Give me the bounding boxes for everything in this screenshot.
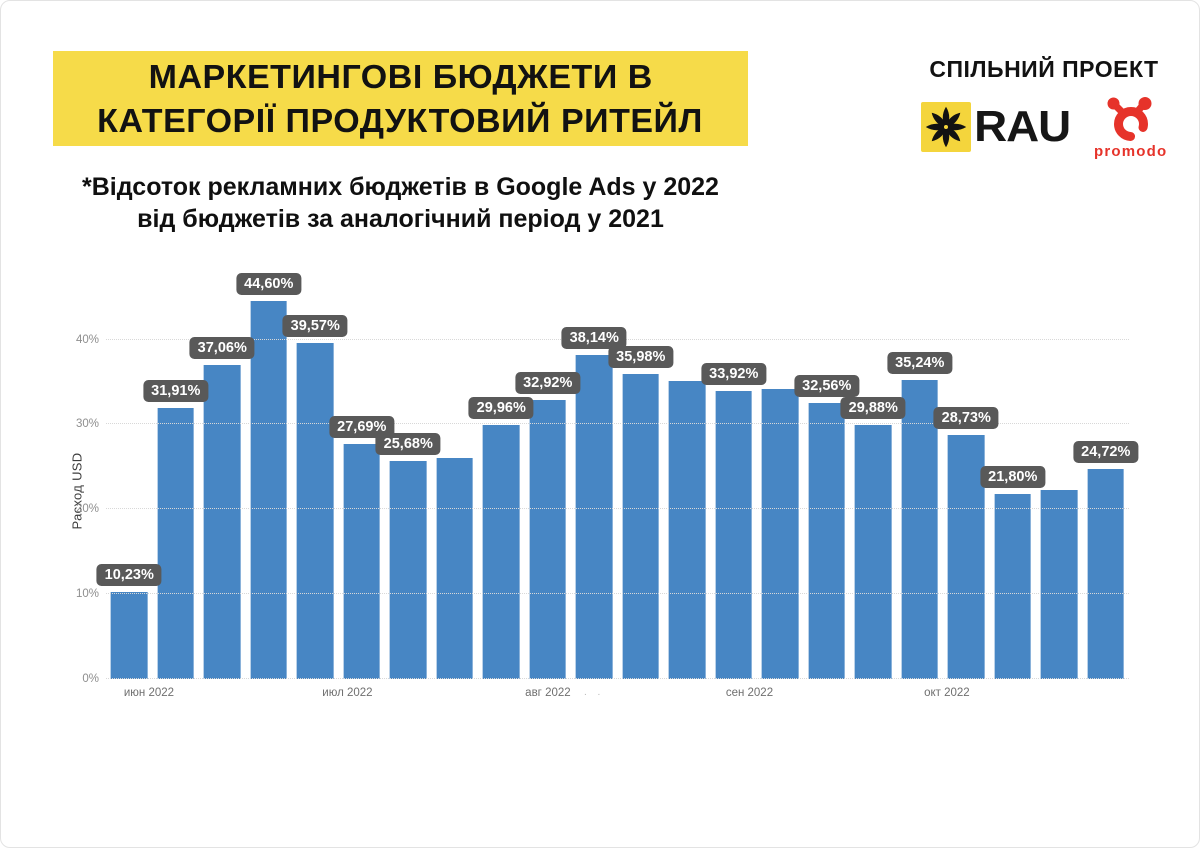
promodo-wordmark: promodo: [1093, 143, 1168, 160]
bar-slot: 27,69%: [329, 281, 395, 679]
bar-value-label: 33,92%: [701, 363, 767, 386]
page-title-line2: КАТЕГОРІЇ ПРОДУКТОВИЙ РИТЕЙЛ: [97, 101, 704, 139]
partners-block: СПІЛЬНИЙ ПРОЕКТ RAU: [913, 56, 1175, 160]
bar-slot: 31,91%: [143, 281, 209, 679]
page-title-line1: МАРКЕТИНГОВІ БЮДЖЕТИ В: [148, 57, 653, 95]
bar-slot: 38,14%: [561, 281, 627, 679]
bar-value-label: 32,56%: [794, 374, 860, 397]
bar-slot: 32,56%: [794, 281, 860, 679]
bar-slot: 35,98%: [608, 281, 674, 679]
bar-slot: 25,68%: [375, 281, 441, 679]
subtitle-line1: *Відсоток рекламних бюджетів в Google Ad…: [82, 173, 719, 201]
promodo-icon: [1107, 97, 1152, 141]
gridline: [106, 423, 1129, 425]
bar-slot: 24,72%: [1073, 281, 1139, 679]
bar-value-label: 31,91%: [143, 380, 209, 403]
bar: [901, 379, 939, 679]
bar: [250, 300, 288, 679]
x-tick-label: июл 2022: [322, 687, 373, 699]
bar-value-label: 35,98%: [608, 345, 674, 368]
rau-wordmark: RAU: [973, 102, 1071, 151]
bar-slot: 10,23%: [96, 281, 162, 679]
bar: [203, 364, 241, 679]
y-tick-label: 30%: [75, 418, 99, 431]
bar-value-label: 44,60%: [236, 272, 302, 295]
bar: [761, 388, 799, 679]
bar-value-label: 24,72%: [1073, 441, 1139, 464]
bar: [529, 399, 567, 679]
bar-slot: 21,80%: [980, 281, 1046, 679]
rau-logo: RAU: [920, 102, 1071, 152]
bar: [808, 402, 846, 679]
bar: [296, 343, 334, 679]
bar-slot: 28,73%: [933, 281, 999, 679]
rau-star-icon: [920, 102, 971, 152]
bar-slot: [664, 281, 711, 679]
bar-value-label: 39,57%: [282, 315, 348, 338]
bar-value-label: 32,92%: [515, 371, 581, 394]
bar-value-label: 28,73%: [933, 407, 999, 430]
x-tick-label: сен 2022: [725, 687, 774, 699]
bar: [389, 461, 427, 679]
partners-label: СПІЛЬНИЙ ПРОЕКТ: [929, 56, 1159, 82]
subtitle-line2: від бюджетів за аналогічний період у 202…: [137, 205, 664, 233]
bar: [436, 457, 474, 679]
bar: [110, 592, 148, 679]
bar: [668, 381, 706, 679]
chart-subtitle: *Відсоток рекламних бюджетів в Google Ad…: [53, 171, 748, 235]
bar-value-label: 27,69%: [329, 416, 395, 439]
bar-slot: 32,92%: [515, 281, 581, 679]
bar-value-label: 37,06%: [189, 336, 255, 359]
bar: [157, 408, 195, 679]
bar: [622, 373, 660, 679]
y-tick-label: 40%: [75, 333, 99, 346]
bar-value-label: 10,23%: [96, 564, 162, 587]
y-tick-label: 10%: [75, 588, 99, 601]
x-tick-label: июн 2022: [123, 687, 175, 699]
y-axis-title: Расход USD: [69, 452, 85, 530]
bar-value-label: 35,24%: [887, 351, 953, 374]
stray-dots: . .: [584, 687, 605, 698]
bar: [343, 444, 381, 679]
bar-slot: 29,96%: [468, 281, 534, 679]
plot-area: 10,23% 31,91% 37,06% 44,60% 39,57% 27,69% 25,6…: [76, 272, 1139, 699]
bar-slot: [432, 281, 479, 679]
gridline: [106, 678, 1129, 679]
bar-slot: 33,92%: [701, 281, 767, 679]
bar-value-label: 29,88%: [840, 397, 906, 420]
bar: [947, 435, 985, 679]
bar-slot: 37,06%: [189, 281, 255, 679]
bar-slot: 29,88%: [840, 281, 906, 679]
bar-value-label: 21,80%: [980, 466, 1046, 489]
bar-value-label: 29,96%: [468, 396, 534, 419]
bar: [1087, 469, 1125, 679]
bar: [854, 425, 892, 679]
bar-value-label: 25,68%: [375, 433, 441, 456]
bar-slot: 39,57%: [282, 281, 348, 679]
bar: [715, 391, 753, 679]
bar: [1040, 489, 1078, 679]
bar: [994, 494, 1032, 679]
gridline: [106, 593, 1129, 595]
x-tick-label: окт 2022: [924, 687, 970, 699]
gridline: [106, 508, 1129, 510]
bar-slot: 44,60%: [236, 272, 302, 679]
y-tick-label: 0%: [82, 673, 99, 685]
y-tick-label: 20%: [75, 503, 99, 516]
bar-row: 10,23% 31,91% 37,06% 44,60% 39,57% 27,69% 25,6…: [96, 272, 1139, 679]
bar: [482, 424, 520, 679]
bar: [575, 355, 613, 679]
title-banner: МАРКЕТИНГОВІ БЮДЖЕТИ В КАТЕГОРІЇ ПРОДУКТ…: [53, 51, 748, 146]
bar-slot: 35,24%: [887, 281, 953, 679]
logos-row: RAU promodo: [913, 94, 1175, 160]
promodo-logo: promodo: [1094, 96, 1167, 160]
bar-value-label: 38,14%: [561, 327, 627, 350]
bar-slot: [1036, 281, 1083, 679]
bar-slot: [757, 281, 804, 679]
x-tick-label: авг 2022: [525, 687, 571, 699]
